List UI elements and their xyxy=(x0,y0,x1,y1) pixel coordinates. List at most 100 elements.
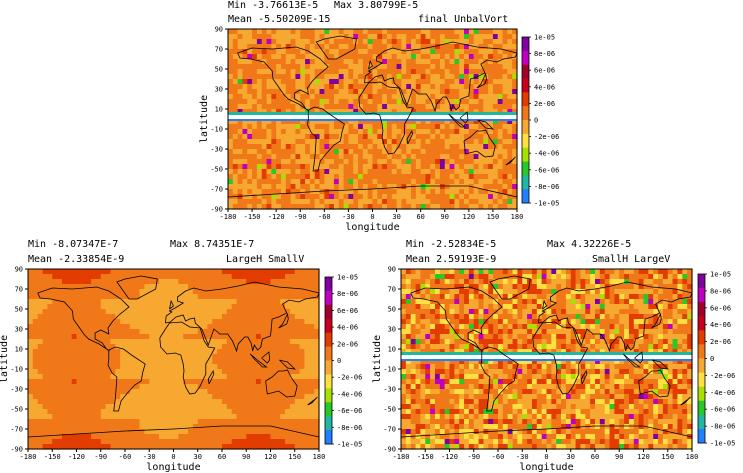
x-tick-label: 120 xyxy=(637,453,650,461)
colorbar-swatch xyxy=(698,400,705,416)
y-tick-label: 90 xyxy=(15,266,23,274)
x-tick-label: -180 xyxy=(393,453,410,461)
colorbar-tick-label: 1e-05 xyxy=(534,34,555,42)
coastline xyxy=(358,81,415,155)
colorbar-tick-label: -1e-05 xyxy=(710,440,735,448)
coastline xyxy=(480,346,519,412)
coastlines xyxy=(227,35,518,198)
y-tick-label: 90 xyxy=(388,266,396,274)
y-tick-label: 30 xyxy=(215,86,223,94)
colorbar-tick-label: -4e-06 xyxy=(710,389,735,397)
y-tick-label: 50 xyxy=(15,306,23,314)
colorbar-tick-label: 0 xyxy=(534,117,538,125)
colorbar: 1e-05 8e-06 6e-06 4e-06 2e-06 0 -2e-06 -4e-06 -6… xyxy=(324,274,362,449)
colorbar-swatch xyxy=(522,133,529,149)
coastlines xyxy=(27,275,320,438)
colorbar-swatch xyxy=(325,290,332,306)
x-tick-label: 120 xyxy=(463,213,476,221)
colorbar-swatch xyxy=(325,277,332,292)
x-tick-label: -150 xyxy=(417,453,434,461)
x-tick-label: 90 xyxy=(615,453,623,461)
coastline xyxy=(448,113,466,128)
coastline xyxy=(651,312,662,329)
x-tick-label: -180 xyxy=(20,453,37,461)
y-tick-label: -50 xyxy=(383,406,396,414)
coastline xyxy=(227,185,518,198)
y-tick-label: 10 xyxy=(15,346,23,354)
coastline xyxy=(622,353,641,368)
colorbar-swatch xyxy=(522,161,529,176)
colorbar-tick-label: 2e-06 xyxy=(337,340,358,348)
colorbar-swatch xyxy=(325,388,332,403)
y-tick-label: -30 xyxy=(383,386,396,394)
coastline xyxy=(542,299,548,310)
colorbar-tick-label: 8e-06 xyxy=(534,50,555,58)
x-axis-label: longitude xyxy=(345,222,399,233)
y-tick-label: -90 xyxy=(10,446,23,454)
y-tick-label: -50 xyxy=(210,166,223,174)
colorbar-tick-label: 1e-05 xyxy=(337,274,358,282)
y-tick-label: -30 xyxy=(210,146,223,154)
colorbar-tick-label: 2e-06 xyxy=(534,100,555,108)
y-axis-label: latitude xyxy=(0,335,10,383)
y-tick-label: -10 xyxy=(383,366,396,374)
y-tick-label: 70 xyxy=(388,286,396,294)
x-tick-label: -60 xyxy=(119,453,132,461)
colorbar-swatch xyxy=(325,360,332,375)
coastline xyxy=(580,369,588,385)
colorbar-swatch xyxy=(698,288,705,303)
stat-mean: Mean -5.50209E-15 xyxy=(228,14,330,25)
colorbar-swatch xyxy=(325,416,332,431)
coastline xyxy=(165,281,320,353)
y-tick-label: 30 xyxy=(388,326,396,334)
colorbar-swatch xyxy=(698,302,705,317)
coastline xyxy=(279,359,296,370)
x-tick-label: 90 xyxy=(441,213,449,221)
colorbar-swatch xyxy=(698,372,705,388)
colorbar-swatch xyxy=(325,430,332,445)
colorbar-tick-label: 6e-06 xyxy=(710,304,731,312)
stat-max: Max 8.74351E-7 xyxy=(170,239,254,250)
colorbar-swatch xyxy=(325,332,332,347)
coastline xyxy=(505,156,516,166)
coastline xyxy=(652,359,669,370)
x-tick-label: -90 xyxy=(94,453,107,461)
y-tick-label: 10 xyxy=(388,346,396,354)
x-tick-label: -60 xyxy=(492,453,505,461)
colorbar-tick-label: 4e-06 xyxy=(710,321,731,329)
y-tick-label: 50 xyxy=(215,66,223,74)
x-tick-label: -30 xyxy=(342,213,355,221)
equator-band-white xyxy=(401,355,692,359)
colorbar-tick-label: -1e-05 xyxy=(337,441,362,449)
colorbar-swatch xyxy=(698,316,705,331)
colorbar: 1e-05 8e-06 6e-06 4e-06 2e-06 0 -2e-06 -4e-06 -6… xyxy=(697,271,735,448)
x-tick-label: -90 xyxy=(467,453,480,461)
x-tick-label: 0 xyxy=(171,453,175,461)
chart-title: LargeH SmallV xyxy=(226,254,304,265)
coastline xyxy=(307,396,318,406)
y-tick-label: -10 xyxy=(210,126,223,134)
coastline xyxy=(476,72,487,89)
colorbar: 1e-05 8e-06 6e-06 4e-06 2e-06 0 -2e-06 -4e-06 -6… xyxy=(521,34,559,208)
x-tick-label: -30 xyxy=(143,453,156,461)
colorbar-swatch xyxy=(698,386,705,402)
y-tick-label: 70 xyxy=(15,286,23,294)
coastline xyxy=(368,59,374,70)
coastline xyxy=(400,425,693,438)
x-tick-label: 30 xyxy=(194,453,202,461)
coastline xyxy=(459,111,469,124)
colorbar-swatch xyxy=(698,274,705,289)
equator-band-blue xyxy=(228,119,517,121)
y-axis-label: latitude xyxy=(372,335,383,383)
colorbar-tick-label: 4e-06 xyxy=(534,83,555,91)
y-axis-label: latitude xyxy=(199,95,210,143)
stat-min: Min -8.07347E-7 xyxy=(28,239,118,250)
x-tick-label: 180 xyxy=(686,453,699,461)
colorbar-tick-label: -2e-06 xyxy=(534,133,559,141)
chart-top: Min -3.76613E-5 Max 3.80799E-5 Mean -5.502… xyxy=(199,0,559,233)
x-tick-label: 150 xyxy=(288,453,301,461)
colorbar-swatch xyxy=(522,64,529,79)
coastline xyxy=(364,41,518,113)
colorbar-swatch xyxy=(325,402,332,417)
colorbar-tick-label: -6e-06 xyxy=(710,406,735,414)
